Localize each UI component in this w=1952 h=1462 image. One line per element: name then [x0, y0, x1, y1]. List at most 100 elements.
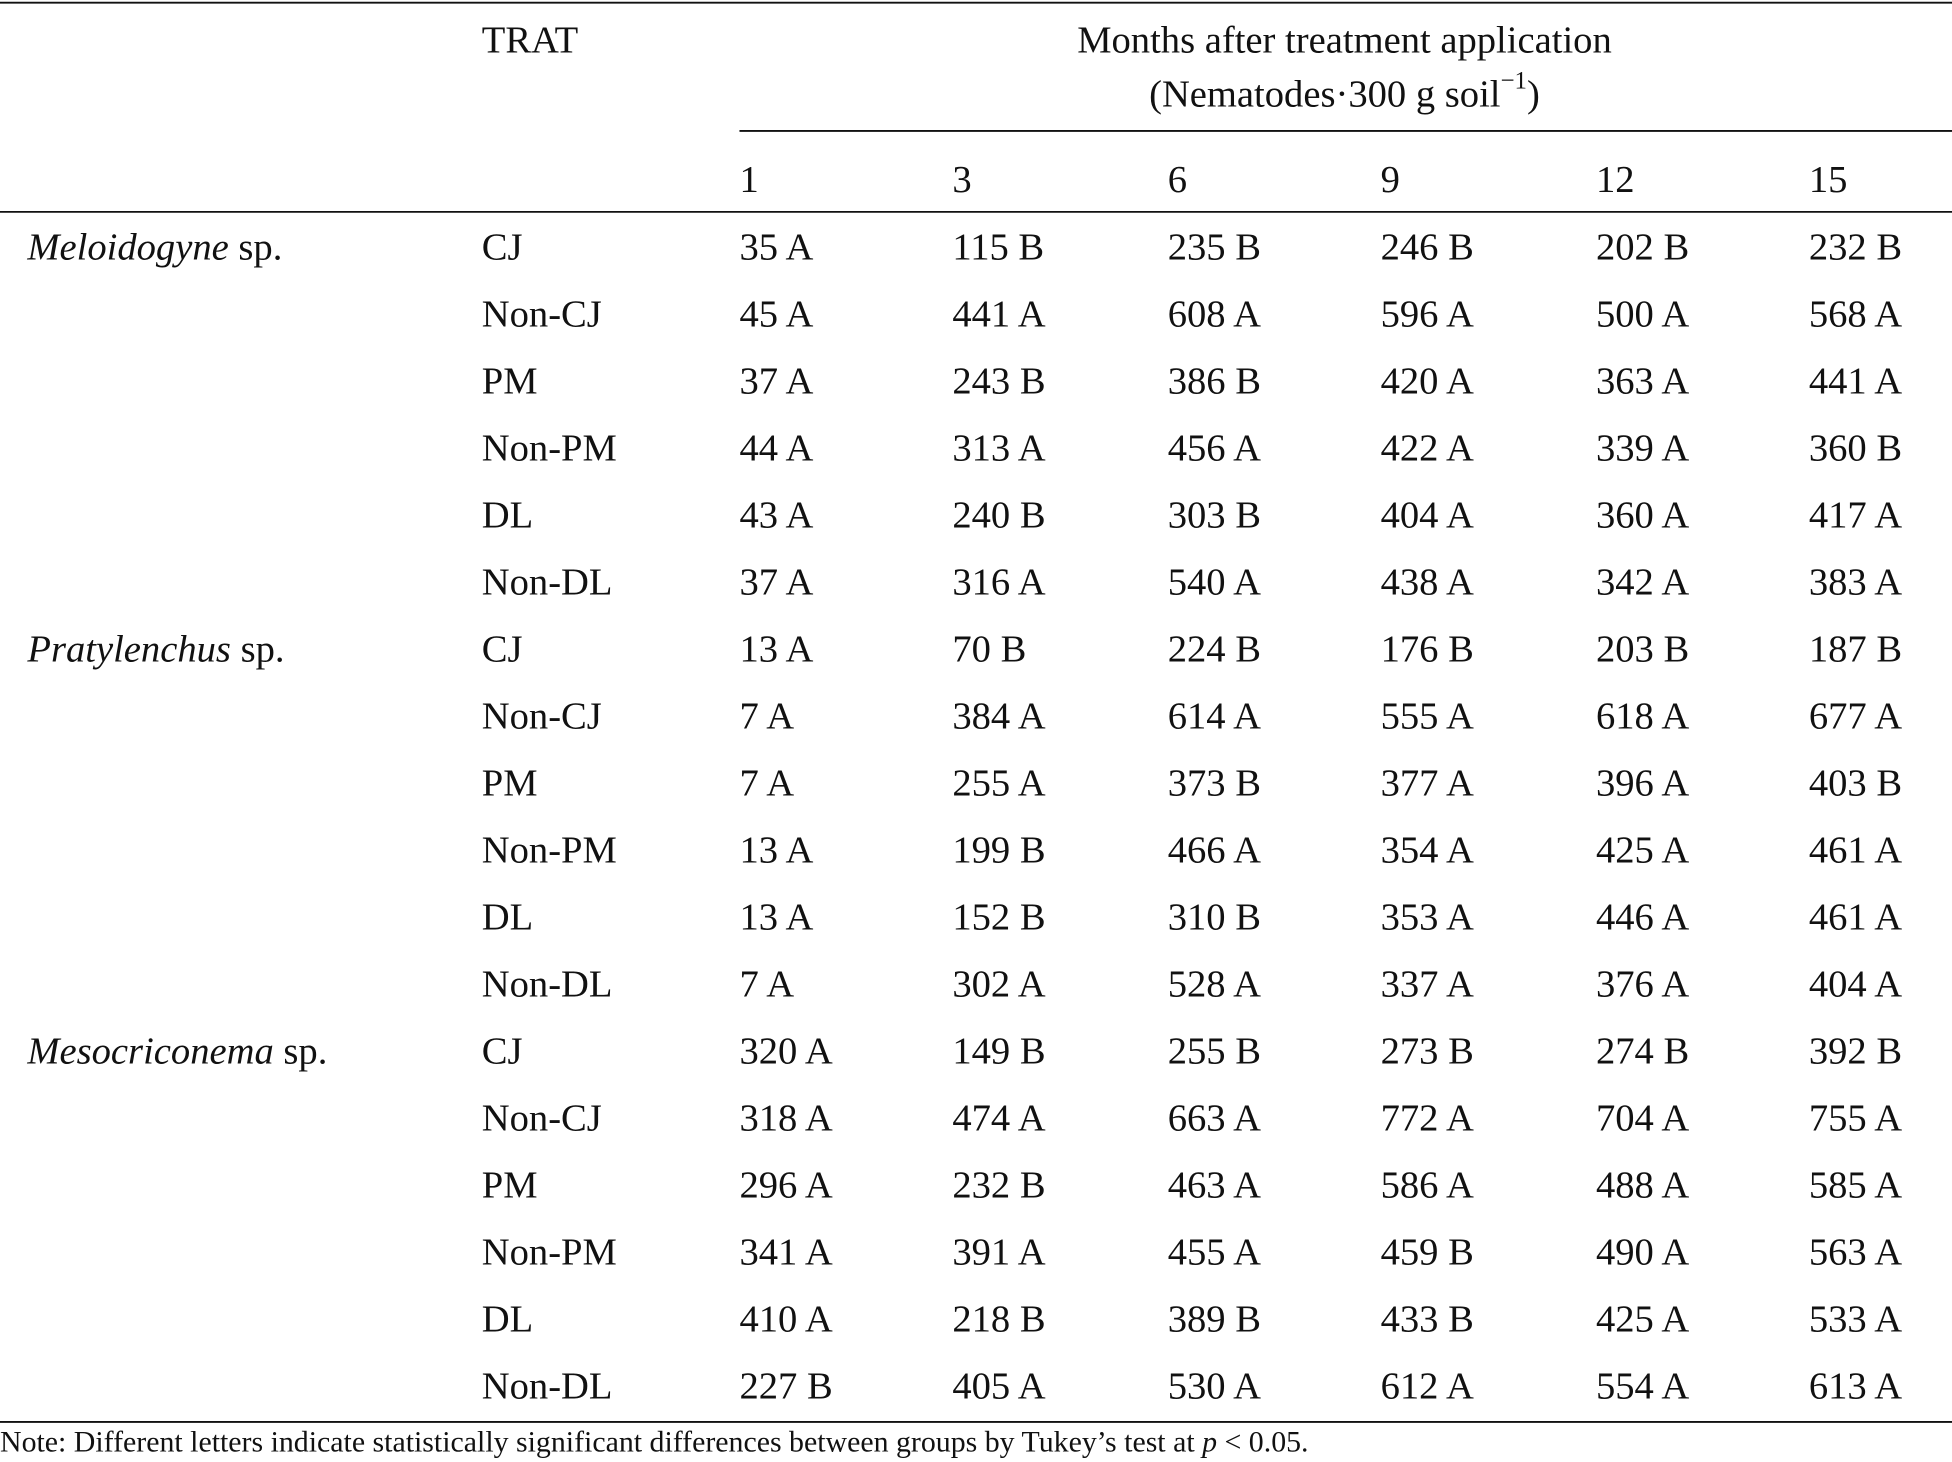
genus: Mesocriconema — [26, 1030, 273, 1072]
value-cell: 456 A — [1168, 427, 1261, 469]
trat-cell: PM — [482, 1164, 538, 1206]
value-cell: 149 B — [952, 1030, 1045, 1072]
months-title: Months after treatment application — [1077, 20, 1612, 62]
value-cell: 392 B — [1809, 1030, 1902, 1072]
value-cell: 377 A — [1381, 762, 1474, 804]
value-cell: 663 A — [1168, 1097, 1261, 1139]
trat-cell: CJ — [482, 1030, 523, 1072]
trat-cell: Non-DL — [482, 561, 613, 603]
genus-label: Meloidogyne sp. — [26, 226, 282, 268]
value-cell: 608 A — [1168, 293, 1261, 335]
value-cell: 7 A — [739, 762, 794, 804]
value-cell: 255 B — [1168, 1030, 1261, 1072]
value-cell: 455 A — [1168, 1231, 1261, 1273]
column-header: 15 — [1809, 159, 1848, 201]
value-cell: 441 A — [1809, 360, 1902, 402]
value-cell: 466 A — [1168, 829, 1261, 871]
value-cell: 396 A — [1596, 762, 1689, 804]
column-header: 3 — [952, 159, 971, 201]
value-cell: 772 A — [1381, 1097, 1474, 1139]
note: Note: Different letters indicate statist… — [0, 1425, 1309, 1458]
column-header: 12 — [1596, 159, 1635, 201]
value-cell: 463 A — [1168, 1164, 1261, 1206]
value-cell: 176 B — [1381, 628, 1474, 670]
value-cell: 417 A — [1809, 494, 1902, 536]
value-cell: 488 A — [1596, 1164, 1689, 1206]
value-cell: 43 A — [739, 494, 813, 536]
value-cell: 115 B — [952, 226, 1044, 268]
value-cell: 354 A — [1381, 829, 1474, 871]
value-cell: 152 B — [952, 896, 1045, 938]
value-cell: 45 A — [739, 293, 813, 335]
value-cell: 35 A — [739, 226, 813, 268]
value-cell: 433 B — [1381, 1298, 1474, 1340]
value-cell: 227 B — [739, 1365, 832, 1407]
value-cell: 420 A — [1381, 360, 1474, 402]
value-cell: 187 B — [1809, 628, 1902, 670]
value-cell: 255 A — [952, 762, 1045, 804]
value-cell: 441 A — [952, 293, 1045, 335]
trat-cell: Non-DL — [482, 1365, 613, 1407]
value-cell: 232 B — [1809, 226, 1902, 268]
value-cell: 391 A — [952, 1231, 1045, 1273]
trat-header: TRAT — [482, 20, 578, 62]
value-cell: 422 A — [1381, 427, 1474, 469]
value-cell: 373 B — [1168, 762, 1261, 804]
value-cell: 296 A — [739, 1164, 832, 1206]
value-cell: 389 B — [1168, 1298, 1261, 1340]
value-cell: 474 A — [952, 1097, 1045, 1139]
trat-cell: PM — [482, 360, 538, 402]
value-cell: 246 B — [1381, 226, 1474, 268]
value-cell: 313 A — [952, 427, 1045, 469]
value-cell: 540 A — [1168, 561, 1261, 603]
trat-cell: Non-PM — [482, 427, 617, 469]
value-cell: 199 B — [952, 829, 1045, 871]
trat-cell: PM — [482, 762, 538, 804]
value-cell: 612 A — [1381, 1365, 1474, 1407]
value-cell: 360 B — [1809, 427, 1902, 469]
value-cell: 302 A — [952, 963, 1045, 1005]
value-cell: 404 A — [1381, 494, 1474, 536]
value-cell: 613 A — [1809, 1365, 1902, 1407]
value-cell: 235 B — [1168, 226, 1261, 268]
trat-cell: Non-PM — [482, 1231, 617, 1273]
note-text: Note: Different letters indicate statist… — [0, 1425, 1202, 1458]
value-cell: 586 A — [1381, 1164, 1474, 1206]
value-cell: 384 A — [952, 695, 1045, 737]
value-cell: 528 A — [1168, 963, 1261, 1005]
value-cell: 202 B — [1596, 226, 1689, 268]
value-cell: 490 A — [1596, 1231, 1689, 1273]
value-cell: 755 A — [1809, 1097, 1902, 1139]
value-cell: 403 B — [1809, 762, 1902, 804]
value-cell: 500 A — [1596, 293, 1689, 335]
value-cell: 404 A — [1809, 963, 1902, 1005]
value-cell: 533 A — [1809, 1298, 1902, 1340]
column-header: 9 — [1381, 159, 1400, 201]
value-cell: 13 A — [739, 628, 813, 670]
trat-cell: Non-DL — [482, 963, 613, 1005]
value-cell: 618 A — [1596, 695, 1689, 737]
value-cell: 614 A — [1168, 695, 1261, 737]
value-cell: 7 A — [739, 695, 794, 737]
suffix: sp. — [241, 628, 285, 670]
genus-label: Mesocriconema sp. — [26, 1030, 327, 1072]
value-cell: 70 B — [952, 628, 1026, 670]
value-cell: 320 A — [739, 1030, 832, 1072]
value-cell: 563 A — [1809, 1231, 1902, 1273]
units-superscript: −1 — [1501, 67, 1527, 94]
value-cell: 243 B — [952, 360, 1045, 402]
value-cell: 568 A — [1809, 293, 1902, 335]
trat-cell: Non-PM — [482, 829, 617, 871]
value-cell: 438 A — [1381, 561, 1474, 603]
space — [274, 1030, 284, 1072]
column-header: 6 — [1168, 159, 1187, 201]
value-cell: 318 A — [739, 1097, 832, 1139]
space — [229, 226, 239, 268]
suffix: sp. — [238, 226, 282, 268]
value-cell: 37 A — [739, 360, 813, 402]
value-cell: 232 B — [952, 1164, 1045, 1206]
value-cell: 240 B — [952, 494, 1045, 536]
value-cell: 383 A — [1809, 561, 1902, 603]
